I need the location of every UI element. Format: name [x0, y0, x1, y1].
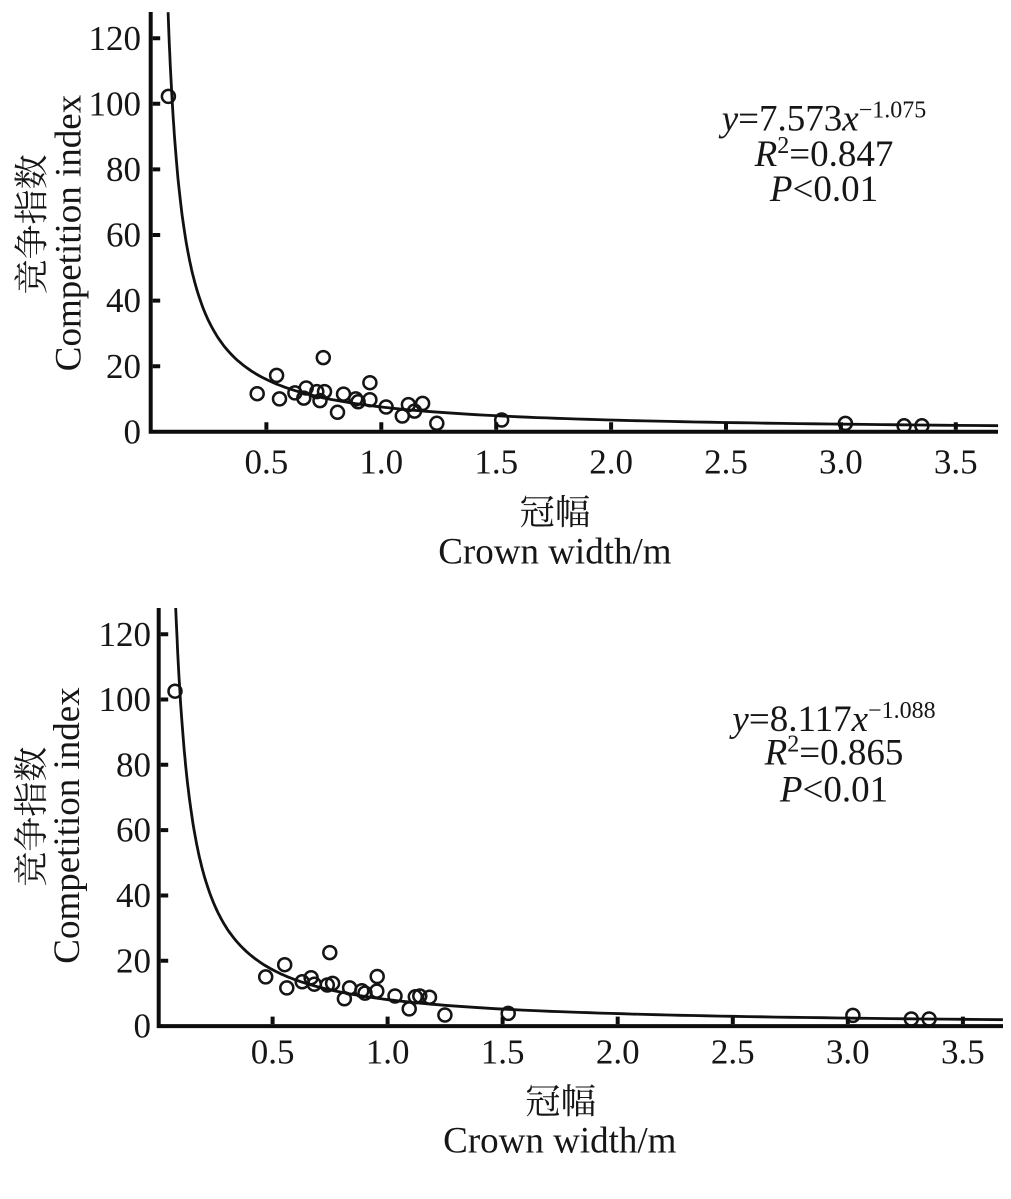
svg-text:1.5: 1.5	[474, 442, 518, 481]
svg-text:20: 20	[116, 941, 151, 980]
svg-text:100: 100	[89, 84, 142, 123]
svg-text:40: 40	[116, 876, 151, 915]
svg-text:R2=0.865: R2=0.865	[764, 731, 904, 773]
svg-text:40: 40	[106, 281, 141, 320]
svg-text:120: 120	[99, 615, 152, 654]
svg-text:60: 60	[116, 811, 151, 850]
svg-text:80: 80	[106, 150, 141, 189]
svg-text:Crown width/m: Crown width/m	[438, 532, 672, 573]
svg-text:0: 0	[134, 1007, 152, 1046]
svg-text:Competition index: Competition index	[49, 94, 90, 371]
svg-text:2.0: 2.0	[596, 1032, 640, 1071]
svg-text:3.0: 3.0	[826, 1032, 870, 1071]
svg-text:y=7.573x−1.075: y=7.573x−1.075	[718, 98, 927, 140]
svg-text:Competition index: Competition index	[47, 687, 88, 964]
svg-text:R2=0.847: R2=0.847	[754, 133, 894, 175]
svg-text:2.5: 2.5	[704, 442, 748, 481]
svg-text:P<0.01: P<0.01	[779, 770, 888, 811]
svg-text:P<0.01: P<0.01	[769, 169, 878, 210]
svg-text:1.0: 1.0	[359, 442, 403, 481]
svg-text:3.5: 3.5	[941, 1032, 985, 1071]
svg-text:20: 20	[106, 347, 141, 386]
svg-text:60: 60	[106, 216, 141, 255]
svg-text:1.5: 1.5	[481, 1032, 525, 1071]
svg-text:2.0: 2.0	[589, 442, 633, 481]
svg-text:100: 100	[99, 680, 152, 719]
svg-text:80: 80	[116, 745, 151, 784]
svg-text:0.5: 0.5	[251, 1032, 295, 1071]
svg-text:0: 0	[124, 412, 142, 451]
svg-text:Crown width/m: Crown width/m	[443, 1120, 677, 1161]
svg-text:120: 120	[89, 19, 142, 58]
svg-text:1.0: 1.0	[366, 1032, 410, 1071]
svg-text:2.5: 2.5	[711, 1032, 755, 1071]
svg-text:0.5: 0.5	[245, 442, 289, 481]
svg-text:3.5: 3.5	[934, 442, 978, 481]
svg-text:3.0: 3.0	[819, 442, 863, 481]
